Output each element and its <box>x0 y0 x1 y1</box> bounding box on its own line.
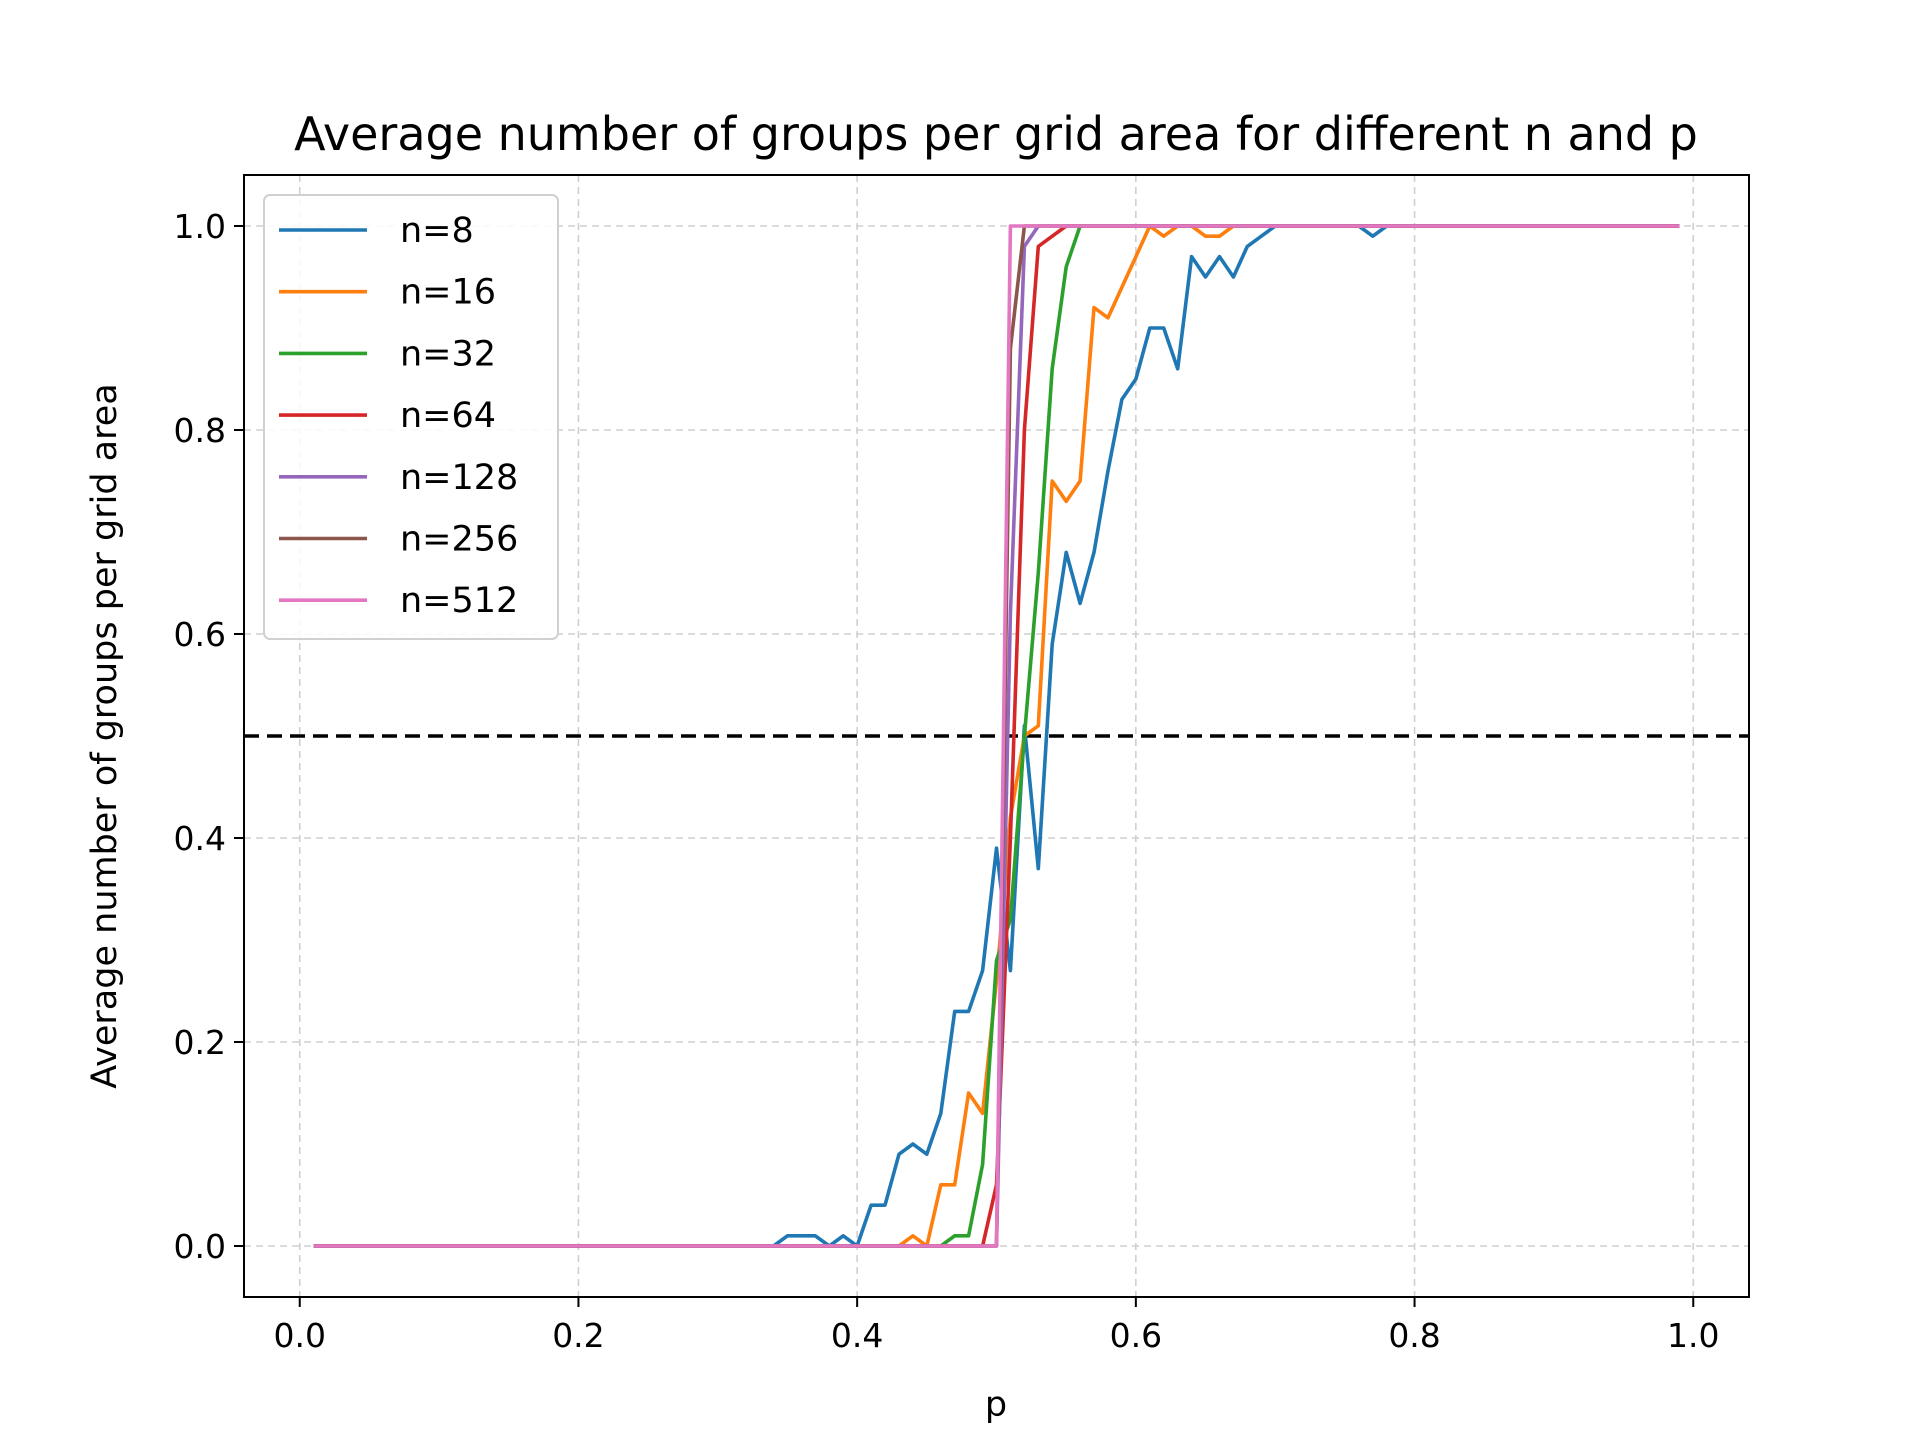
x-tick-label: 0.4 <box>831 1316 883 1355</box>
y-tick-label: 0.8 <box>174 411 226 450</box>
legend-box <box>263 194 559 640</box>
x-tick-label: 0.0 <box>273 1316 325 1355</box>
legend: n=8 n=16 n=32 n=64 n=128 n=256 n=512 <box>263 194 559 640</box>
x-axis-label: p <box>985 1385 1007 1425</box>
chart-title: Average number of groups per grid area f… <box>294 107 1698 161</box>
series-line-n-16 <box>313 224 1680 1248</box>
legend-label: n=128 <box>400 458 518 498</box>
legend-label: n=8 <box>400 211 474 251</box>
legend-label: n=256 <box>400 520 518 560</box>
y-tick-label: 0.2 <box>174 1023 226 1062</box>
series-line-n-512 <box>313 224 1680 1248</box>
legend-label: n=512 <box>400 581 518 621</box>
y-tick-label: 0.4 <box>174 819 226 858</box>
y-tick-label: 0.0 <box>174 1227 226 1266</box>
series-line-n-64 <box>313 224 1680 1248</box>
y-tick-label: 0.6 <box>174 615 226 654</box>
y-axis: 0.0 0.2 0.4 0.6 0.8 1.0 <box>174 207 244 1266</box>
legend-label: n=32 <box>400 334 496 374</box>
x-axis: 0.0 0.2 0.4 0.6 0.8 1.0 <box>273 1297 1720 1355</box>
x-tick-label: 0.8 <box>1388 1316 1440 1355</box>
x-tick-label: 1.0 <box>1667 1316 1719 1355</box>
plot-frame <box>243 174 1750 1298</box>
x-tick-label: 0.2 <box>552 1316 604 1355</box>
y-tick-label: 1.0 <box>174 207 226 246</box>
legend-label: n=64 <box>400 396 496 436</box>
y-axis-label: Average number of groups per grid area <box>85 383 125 1088</box>
x-tick-label: 0.6 <box>1110 1316 1162 1355</box>
series-line-n-32 <box>313 224 1680 1248</box>
legend-label: n=16 <box>400 273 496 313</box>
series-layer <box>313 224 1680 1248</box>
